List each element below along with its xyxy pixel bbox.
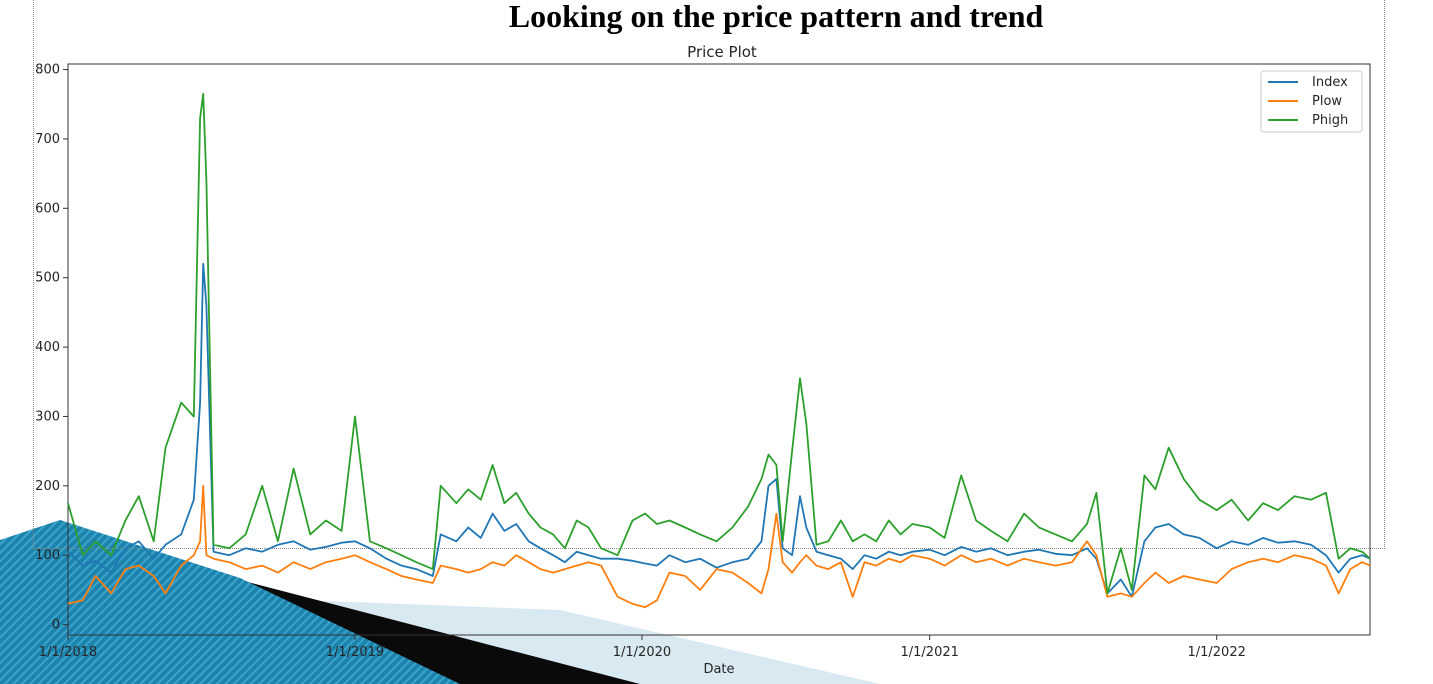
legend-entry-index: Index	[1312, 75, 1348, 90]
y-tick-label: 0	[52, 618, 60, 633]
y-tick-label: 700	[35, 132, 60, 147]
series-line-index	[67, 262, 1371, 598]
y-tick-label: 500	[35, 271, 60, 286]
y-tick-label: 300	[35, 409, 60, 424]
y-tick-label: 400	[35, 340, 60, 355]
legend-entry-phigh: Phigh	[1312, 113, 1348, 128]
series-line-phigh	[67, 92, 1371, 595]
x-tick-label: 1/1/2018	[39, 645, 97, 660]
x-tick-label: 1/1/2019	[326, 645, 384, 660]
chart-legend: Index Plow Phigh	[1260, 70, 1363, 133]
legend-box	[1260, 70, 1363, 133]
y-tick-label: 200	[35, 479, 60, 494]
x-tick-label: 1/1/2022	[1187, 645, 1245, 660]
x-axis-label: Date	[703, 662, 734, 677]
series-line-plow	[67, 484, 1371, 609]
x-tick-label: 1/1/2020	[613, 645, 671, 660]
y-tick-label: 800	[35, 63, 60, 78]
legend-entry-plow: Plow	[1312, 94, 1342, 109]
y-tick-label: 600	[35, 201, 60, 216]
decor-light-band	[300, 600, 880, 684]
y-tick-label: 100	[35, 548, 60, 563]
slide-title: Looking on the price pattern and trend	[508, 0, 1044, 34]
chart-title: Price Plot	[687, 43, 757, 61]
decor-blue-wedge	[0, 520, 460, 684]
series-layer	[67, 92, 1371, 609]
y-axis: 0 100 200 300 400 500 600 700 800	[35, 63, 68, 633]
x-tick-label: 1/1/2021	[901, 645, 959, 660]
x-axis: 1/1/2018 1/1/2019 1/1/2020 1/1/2021 1/1/2022	[39, 635, 1246, 660]
plot-area	[67, 63, 1371, 636]
